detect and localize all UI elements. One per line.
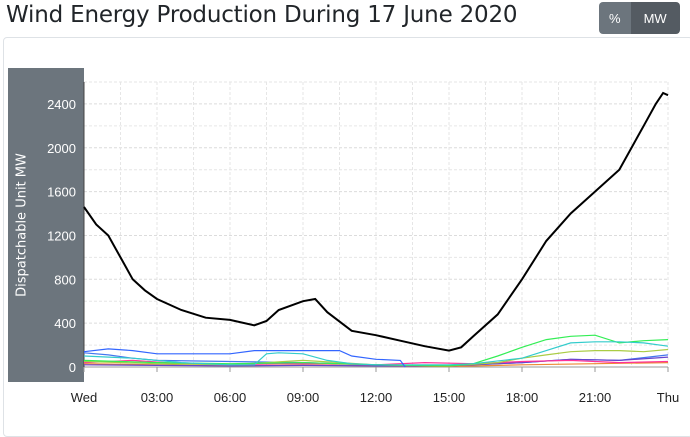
x-tick-label: 06:00 <box>214 390 247 405</box>
y-tick-label: 2000 <box>47 141 76 156</box>
unit-toggle: % MW <box>599 2 680 34</box>
x-tick-label: 15:00 <box>433 390 466 405</box>
mw-button[interactable]: MW <box>630 2 680 34</box>
x-tick-label: 21:00 <box>579 390 612 405</box>
page-title: Wind Energy Production During 17 June 20… <box>6 2 518 28</box>
y-tick-label: 1200 <box>47 228 76 243</box>
line-chart: 0 400 800 1200 1600 2000 2400 Wed 03:00 06:00 09:0… <box>47 81 679 405</box>
x-tick-label: Thu <box>657 390 679 405</box>
y-axis-panel <box>8 68 84 382</box>
series-line-unit-c <box>83 334 669 367</box>
x-tick-label: Wed <box>71 390 98 405</box>
percent-button[interactable]: % <box>599 2 631 34</box>
y-tick-label: 400 <box>54 316 76 331</box>
x-tick-label: 18:00 <box>506 390 539 405</box>
x-tick-label: 12:00 <box>360 390 393 405</box>
series-line-total <box>83 91 669 352</box>
series-line-unit-b <box>83 341 669 366</box>
y-tick-label: 0 <box>69 360 76 375</box>
y-tick-label: 800 <box>54 272 76 287</box>
y-tick-label: 2400 <box>47 97 76 112</box>
x-tick-label: 09:00 <box>287 390 320 405</box>
series-line-unit-a <box>83 348 406 368</box>
x-tick-label: 03:00 <box>141 390 174 405</box>
y-tick-label: 1600 <box>47 185 76 200</box>
